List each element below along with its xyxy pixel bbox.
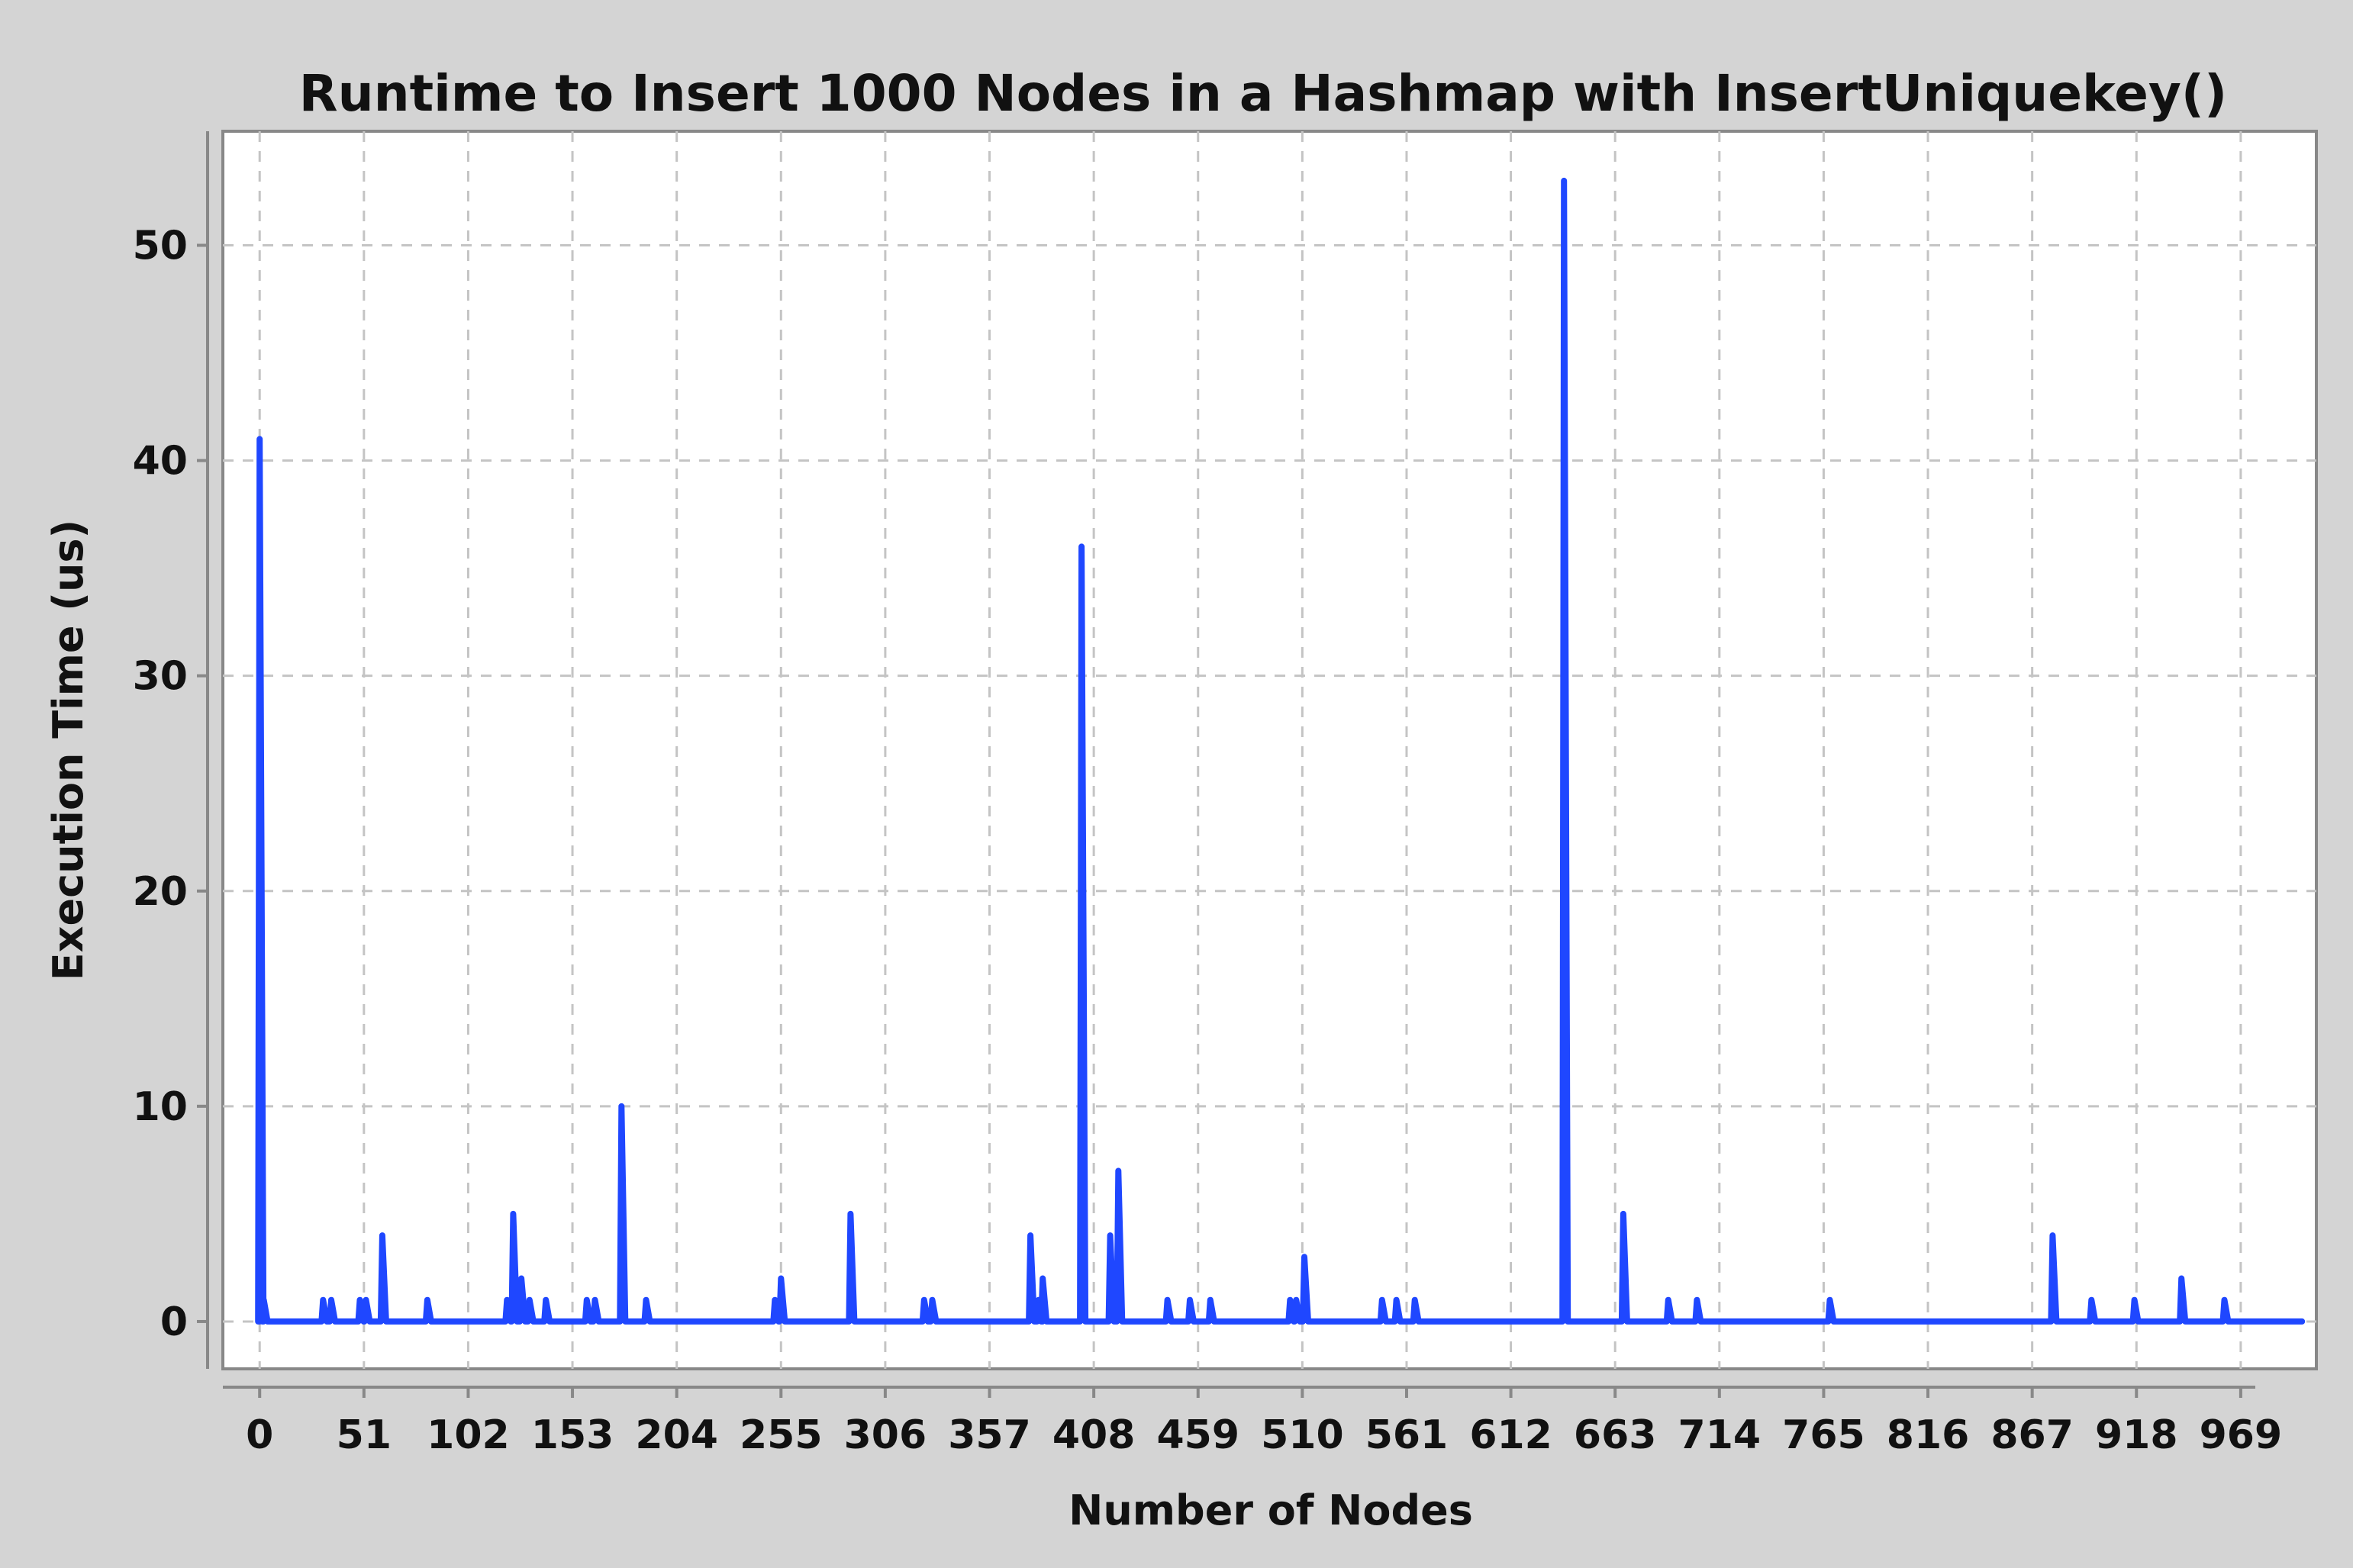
x-tick-label: 510 bbox=[1261, 1412, 1344, 1458]
data-point bbox=[2132, 1297, 2137, 1302]
data-point bbox=[519, 1276, 524, 1281]
data-point bbox=[1036, 1297, 1041, 1302]
data-point bbox=[772, 1297, 778, 1302]
data-point bbox=[619, 1103, 624, 1109]
data-point bbox=[1207, 1297, 1213, 1302]
x-tick-label: 459 bbox=[1156, 1412, 1239, 1458]
data-point bbox=[511, 1211, 516, 1216]
data-point bbox=[257, 436, 263, 442]
data-point bbox=[778, 1276, 784, 1281]
data-point bbox=[921, 1297, 927, 1302]
x-tick-label: 51 bbox=[337, 1412, 392, 1458]
data-point bbox=[2222, 1297, 2227, 1302]
data-point bbox=[1302, 1254, 1307, 1260]
data-point bbox=[643, 1297, 649, 1302]
data-point bbox=[504, 1297, 510, 1302]
y-axis-label: Execution Time (us) bbox=[44, 520, 92, 980]
data-point bbox=[261, 1297, 266, 1302]
x-tick-label: 255 bbox=[740, 1412, 823, 1458]
data-point bbox=[1028, 1233, 1033, 1238]
data-point bbox=[930, 1297, 935, 1302]
data-point bbox=[1827, 1297, 1832, 1302]
data-point bbox=[1294, 1297, 1299, 1302]
data-point bbox=[592, 1297, 598, 1302]
x-tick-label: 102 bbox=[427, 1412, 510, 1458]
x-tick-label: 357 bbox=[948, 1412, 1031, 1458]
x-tick-label: 765 bbox=[1782, 1412, 1865, 1458]
data-point bbox=[1288, 1297, 1293, 1302]
x-tick-label: 0 bbox=[246, 1412, 273, 1458]
data-point bbox=[1394, 1297, 1399, 1302]
data-point bbox=[357, 1297, 363, 1302]
data-point bbox=[379, 1233, 385, 1238]
plot-area bbox=[221, 130, 2318, 1370]
x-tick-label: 816 bbox=[1887, 1412, 1970, 1458]
x-axis-label: Number of Nodes bbox=[1069, 1486, 1473, 1534]
data-point bbox=[527, 1297, 532, 1302]
data-point bbox=[328, 1297, 334, 1302]
chart-title: Runtime to Insert 1000 Nodes in a Hashma… bbox=[299, 64, 2227, 123]
x-tick-label: 204 bbox=[635, 1412, 718, 1458]
data-point bbox=[543, 1297, 549, 1302]
data-point bbox=[848, 1211, 853, 1216]
y-tick-label: 40 bbox=[133, 439, 188, 485]
y-tick-label: 50 bbox=[133, 224, 188, 269]
data-point bbox=[1665, 1297, 1671, 1302]
x-tick-label: 306 bbox=[844, 1412, 927, 1458]
x-tick-label: 663 bbox=[1574, 1412, 1657, 1458]
data-point bbox=[1694, 1297, 1700, 1302]
data-point bbox=[1379, 1297, 1384, 1302]
data-point bbox=[584, 1297, 589, 1302]
data-point bbox=[2089, 1297, 2094, 1302]
y-tick-label: 10 bbox=[133, 1084, 188, 1130]
axes bbox=[197, 131, 2255, 1398]
y-tick-label: 0 bbox=[160, 1299, 188, 1345]
data-point bbox=[321, 1297, 326, 1302]
y-tick-label: 20 bbox=[133, 869, 188, 915]
data-point bbox=[1188, 1297, 1193, 1302]
x-tick-label: 561 bbox=[1365, 1412, 1449, 1458]
x-tick-label: 153 bbox=[531, 1412, 614, 1458]
data-point bbox=[363, 1297, 369, 1302]
x-tick-label: 408 bbox=[1052, 1412, 1136, 1458]
data-point bbox=[424, 1297, 430, 1302]
x-tick-label: 714 bbox=[1678, 1412, 1762, 1458]
x-tick-label: 867 bbox=[1990, 1412, 2074, 1458]
data-point bbox=[1116, 1168, 1121, 1174]
data-point bbox=[2050, 1233, 2055, 1238]
series-group bbox=[255, 177, 2306, 1325]
data-point bbox=[1620, 1211, 1626, 1216]
data-point bbox=[1079, 544, 1085, 549]
y-tick-label: 30 bbox=[133, 654, 188, 700]
data-point bbox=[1412, 1297, 1417, 1302]
grid-lines bbox=[223, 131, 2316, 1369]
data-point bbox=[1107, 1233, 1113, 1238]
x-tick-label: 969 bbox=[2200, 1412, 2283, 1458]
y-tick-labels: 0 10 20 30 40 50 bbox=[133, 224, 188, 1345]
data-point bbox=[1562, 178, 1567, 183]
data-point bbox=[2179, 1276, 2184, 1281]
data-point bbox=[1040, 1276, 1046, 1281]
x-tick-label: 612 bbox=[1469, 1412, 1552, 1458]
x-tick-labels: 0 51 102 153 204 255 306 357 408 459 510 561 612 663 7… bbox=[246, 1412, 2282, 1458]
data-point bbox=[1165, 1297, 1170, 1302]
x-tick-label: 918 bbox=[2095, 1412, 2178, 1458]
